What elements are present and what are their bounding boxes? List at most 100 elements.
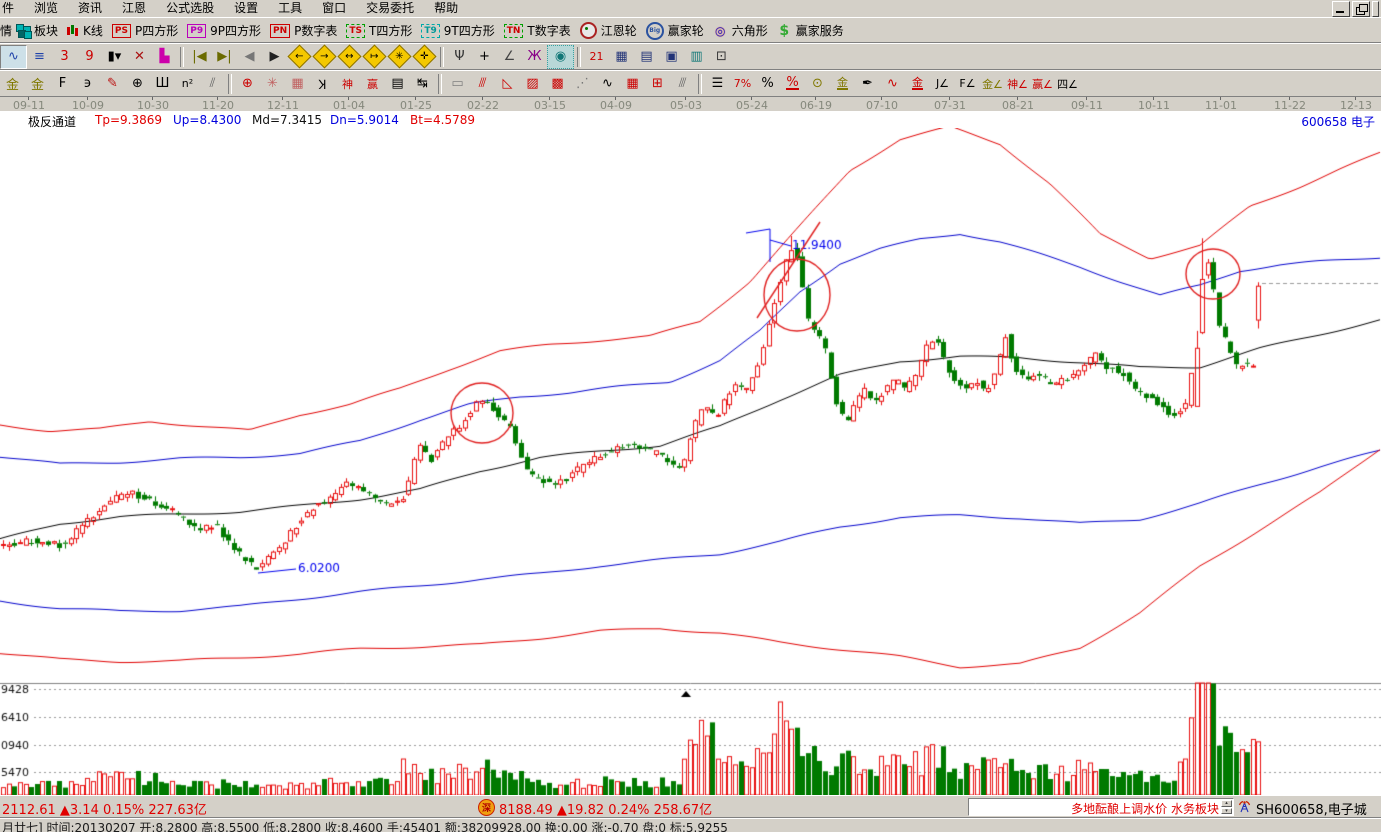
wave-tool[interactable]: ∿ [602, 76, 613, 91]
report-view-button[interactable]: ≡ [34, 49, 45, 64]
fan-box[interactable]: ◺ [502, 76, 513, 91]
trend-view-button[interactable]: ∿ [0, 44, 27, 69]
percent-line[interactable]: % [786, 74, 799, 90]
gold-circle[interactable]: ⊙ [812, 76, 823, 91]
9t-square-icon: T9 [421, 23, 440, 38]
menu-item-9[interactable]: 帮助 [434, 1, 459, 15]
first-bar-button[interactable]: |◀ [192, 49, 207, 64]
menu-item-0[interactable]: 件 [2, 1, 15, 15]
shen-angle[interactable]: 神∠ [1007, 77, 1028, 91]
steps-3-button[interactable]: 3 [60, 49, 69, 64]
four-angle[interactable]: 四∠ [1057, 77, 1078, 91]
spiral-tool[interactable]: ϶ [83, 76, 92, 91]
menu-item-2[interactable]: 资讯 [78, 1, 103, 15]
gann-wheel-button[interactable]: 江恩轮 [579, 20, 637, 42]
menu-item-1[interactable]: 浏览 [34, 1, 59, 15]
smart-brain-button[interactable]: ◉ [547, 44, 574, 69]
gold-fork-2[interactable]: 金 [30, 78, 44, 93]
indicator-list[interactable]: ☰ [711, 76, 724, 91]
9p-square-button[interactable]: P9 9P四方形 [187, 20, 261, 42]
fan-lines[interactable]: ⫻ [478, 76, 487, 91]
winner-wheel-button[interactable]: Big 赢家轮 [645, 20, 704, 42]
pan-right-button[interactable]: → [312, 44, 337, 69]
angle-measure-button[interactable]: ∠ [503, 49, 516, 64]
news-spinner[interactable]: ▴ ▾ [1221, 800, 1232, 814]
t-square-button[interactable]: TS T四方形 [346, 20, 412, 42]
save-button[interactable]: ▣ [665, 49, 678, 64]
zoom-horizontal-button[interactable]: ↔ [337, 44, 362, 69]
gold-lines[interactable]: 金 [837, 75, 848, 90]
candle-style-button[interactable]: ▮▾ [107, 49, 122, 64]
delete-stamp-button[interactable]: ✕ [134, 49, 145, 64]
spray-tool[interactable]: ✎ [107, 76, 118, 91]
next-bar-button[interactable]: ▶ [269, 49, 280, 64]
seven-percent[interactable]: 7% [733, 77, 752, 90]
fan-grid-2[interactable]: ▩ [551, 76, 564, 91]
pattern-tool-button[interactable]: Ж [527, 49, 542, 64]
menu-item-7[interactable]: 窗口 [322, 1, 347, 15]
kline-button[interactable]: K线 [67, 20, 103, 42]
k-marks[interactable]: Ʞ [318, 77, 327, 93]
zoom-out-button[interactable]: ✳ [387, 44, 412, 69]
steps-9-button[interactable]: 9 [85, 49, 94, 64]
ying-angle[interactable]: 赢∠ [1032, 77, 1053, 91]
menu-item-8[interactable]: 交易委托 [366, 1, 415, 15]
grid-web[interactable]: ▦ [291, 76, 304, 91]
last-bar-button[interactable]: ▶| [217, 49, 232, 64]
ying-comb[interactable]: 赢 [367, 77, 378, 91]
prev-bar-button[interactable]: ◀ [244, 49, 255, 64]
red-grid-1[interactable]: ▦ [626, 76, 639, 91]
n-square-tool[interactable]: n² [181, 77, 194, 90]
menu-item-5[interactable]: 设置 [234, 1, 259, 15]
p-number-table-button[interactable]: PN P数字表 [269, 20, 337, 42]
minimize-button[interactable] [1332, 1, 1350, 17]
mirror-angle[interactable]: ⫽ [209, 76, 216, 91]
red-wave[interactable]: ∿ [887, 76, 898, 91]
pan-hand-button[interactable]: Ψ [454, 49, 465, 64]
menu-item-3[interactable]: 江恩 [122, 1, 147, 15]
net-send-button[interactable]: ▥ [690, 49, 703, 64]
box-tool[interactable]: ▭ [451, 76, 464, 91]
slash-set[interactable]: ⫻ [678, 76, 687, 91]
hexagon-button[interactable]: ◎ 六角形 [713, 20, 768, 42]
menu-item-6[interactable]: 工具 [278, 1, 303, 15]
gold-fork-1[interactable]: 金 [5, 78, 19, 93]
pen-tool[interactable]: ✒ [862, 76, 873, 91]
shen-comb[interactable]: 神 [342, 77, 353, 91]
time-dial[interactable]: ⊕ [132, 76, 143, 91]
gold-red-line[interactable]: 金 [912, 75, 923, 90]
calendar-button[interactable]: 21 [589, 50, 604, 63]
winner-service-button[interactable]: $ 赢家服务 [777, 20, 843, 42]
angle-set[interactable]: ⋰ [576, 76, 589, 91]
red-grid-2[interactable]: ⊞ [652, 76, 663, 91]
percent[interactable]: % [761, 76, 774, 91]
compress-button[interactable]: ↦ [362, 44, 387, 69]
pan-left-button[interactable]: ← [287, 44, 312, 69]
t-number-table-button[interactable]: TN T数字表 [503, 20, 571, 42]
comb-tool[interactable]: Ш [155, 76, 170, 91]
quote-button-partial[interactable]: 情 [0, 24, 13, 38]
p-square-button[interactable]: PS P四方形 [111, 20, 178, 42]
kline-chart[interactable] [0, 128, 1381, 795]
ruler-123[interactable]: ▤ [391, 76, 404, 91]
computer-button[interactable]: ⊡ [716, 49, 727, 64]
calculator-button[interactable]: ▦ [615, 49, 628, 64]
j-angle[interactable]: J∠ [935, 77, 950, 90]
menu-item-4[interactable]: 公式选股 [166, 1, 215, 15]
span-arrow[interactable]: ↹ [417, 76, 428, 91]
red-compass[interactable]: ⊕ [242, 76, 253, 91]
gold-angle[interactable]: 金∠ [982, 77, 1003, 91]
close-button[interactable] [1372, 1, 1379, 17]
volume-style-button[interactable]: ▙ [159, 49, 170, 64]
fan-grid-1[interactable]: ▨ [526, 76, 539, 91]
9t-square-button[interactable]: T9 9T四方形 [421, 20, 495, 42]
sectors-button[interactable]: 板块 [16, 20, 58, 42]
restore-button[interactable] [1352, 1, 1370, 17]
zoom-in-button[interactable]: ✛ [412, 44, 437, 69]
spider-web[interactable]: ✳ [267, 76, 278, 91]
notes-button[interactable]: ▤ [640, 49, 653, 64]
crosshair-button[interactable]: + [479, 49, 490, 64]
f-angle[interactable]: F∠ [959, 77, 976, 90]
news-ticker-box[interactable]: 多地酝酿上调水价 水务板块 ▴ ▾ [968, 798, 1234, 816]
fib-comb[interactable]: F [58, 76, 67, 91]
